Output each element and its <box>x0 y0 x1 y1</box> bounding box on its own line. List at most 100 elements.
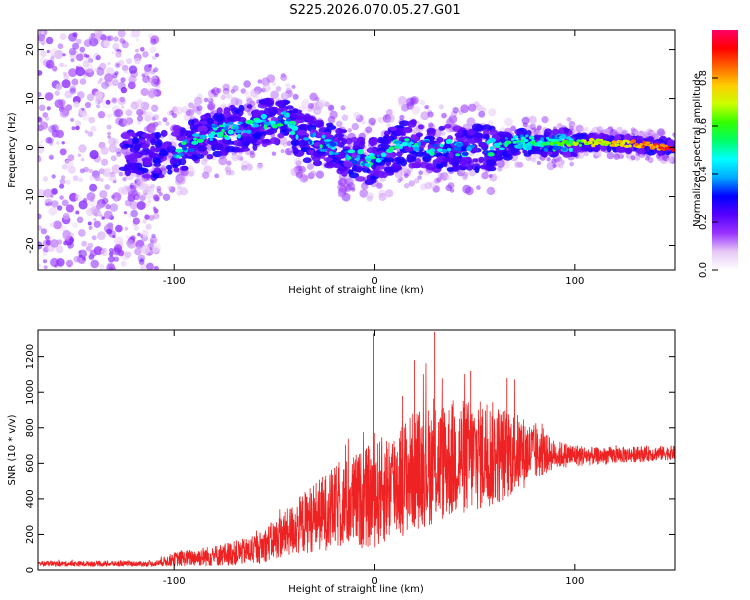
spectrogram-peak-blob <box>270 124 278 127</box>
spectrogram-noise-blob <box>127 81 136 90</box>
spectrogram-halo-blob <box>488 174 493 178</box>
spectrogram-band-blob <box>544 128 553 136</box>
spectrogram-peak-blob <box>193 137 198 141</box>
spectrogram-noise-blob <box>111 97 118 104</box>
spectrogram-peak-blob <box>366 157 372 162</box>
spectrogram-peak-blob <box>431 148 435 152</box>
spectrogram-band-blob <box>122 143 134 148</box>
spectrogram-peak-blob <box>407 142 412 148</box>
spectrogram-noise-blob <box>152 246 160 253</box>
spectrogram-noise-blob <box>105 99 111 105</box>
spectrogram-noise-blob <box>63 64 68 68</box>
spectrogram-noise-blob <box>88 116 95 124</box>
spectrogram-noise-blob <box>113 244 123 253</box>
spectrogram-noise-blob <box>72 32 78 38</box>
spectrogram-noise-blob <box>113 36 119 42</box>
spectrogram-halo-blob <box>463 171 469 177</box>
spectrogram-noise-blob <box>135 37 140 42</box>
spectrogram-tail-blob <box>670 148 675 152</box>
spectrogram-band-blob <box>457 129 463 136</box>
spectrogram-noise-blob <box>88 198 96 207</box>
x-tick-label: 0 <box>371 576 377 587</box>
spectrogram-noise-blob <box>108 137 117 146</box>
spectrogram-noise-blob <box>75 210 80 215</box>
spectrogram-noise-blob <box>76 216 84 224</box>
spectrogram-peak-blob <box>228 121 234 125</box>
spectrogram-band-blob <box>402 126 413 134</box>
spectrogram-band-blob <box>244 140 250 147</box>
spectrogram-noise-blob <box>78 177 84 183</box>
spectrogram-noise-blob <box>38 91 42 97</box>
spectrogram-halo-blob <box>408 180 415 187</box>
spectrogram-halo-blob <box>436 177 442 183</box>
spectrogram-band-blob <box>635 147 646 155</box>
spectrogram-noise-blob <box>45 36 54 45</box>
spectrogram-peak-blob <box>493 142 500 147</box>
spectrogram-noise-blob <box>135 100 144 108</box>
spectrogram-noise-blob <box>63 71 67 76</box>
spectrogram-band-blob <box>375 165 385 170</box>
spectrogram-halo-blob <box>177 175 186 185</box>
spectrogram-band-blob <box>615 146 625 153</box>
spectrogram-noise-blob <box>111 79 119 87</box>
spectrogram-noise-blob <box>153 67 159 73</box>
spectrogram-peak-blob <box>411 139 415 143</box>
spectrogram-noise-blob <box>108 255 115 263</box>
spectrogram-peak-blob <box>568 147 573 152</box>
spectrogram-halo-blob <box>309 170 317 177</box>
spectrogram-halo-blob <box>400 165 409 173</box>
spectrogram-noise-blob <box>135 48 139 53</box>
spectrogram-band-blob <box>313 142 321 147</box>
spectrogram-halo-blob <box>385 189 394 198</box>
spectrogram-halo-blob <box>577 152 585 159</box>
spectrogram-noise-blob <box>121 105 125 109</box>
y-tick-label: 1000 <box>25 379 36 404</box>
spectrogram-halo-blob <box>441 112 447 119</box>
spectrogram-noise-blob <box>142 190 146 194</box>
y-tick-label: -10 <box>25 188 36 204</box>
spectrogram-halo-blob <box>282 92 289 99</box>
spectrogram-noise-blob <box>67 241 74 249</box>
spectrogram-halo-blob <box>488 108 497 117</box>
spectrogram-peak-blob <box>263 124 268 130</box>
spectrogram-noise-blob <box>94 90 104 100</box>
spectrogram-noise-blob <box>93 67 98 72</box>
spectrogram-noise-blob <box>109 203 119 212</box>
spectrogram-band-blob <box>399 120 410 127</box>
spectrogram-noise-blob <box>68 68 78 78</box>
spectrogram-noise-blob <box>62 231 71 240</box>
spectrogram-noise-blob <box>73 101 80 108</box>
spectrogram-band-blob <box>366 147 377 154</box>
spectrogram-peak-blob <box>227 129 234 135</box>
spectrogram-halo-blob <box>486 188 493 195</box>
spectrogram-band-blob <box>154 141 163 148</box>
spectrogram-peak-blob <box>401 141 409 147</box>
spectrogram-noise-blob <box>99 213 103 218</box>
spectrogram-band-blob <box>652 139 661 145</box>
spectrogram-peak-blob <box>552 145 561 151</box>
spectrogram-noise-blob <box>38 104 46 112</box>
spectrogram-halo-blob <box>365 126 373 134</box>
spectrogram-noise-blob <box>59 148 67 156</box>
spectrogram-noise-blob <box>62 53 66 57</box>
spectrogram-noise-blob <box>62 212 70 220</box>
spectrogram-band-blob <box>206 154 214 160</box>
spectrogram-noise-blob <box>150 38 157 46</box>
spectrogram-band-blob <box>172 125 182 132</box>
spectrogram-noise-blob <box>113 110 121 118</box>
spectrogram-band-blob <box>432 152 444 157</box>
spectrogram-noise-blob <box>77 153 82 157</box>
spectrogram-noise-blob <box>87 242 94 249</box>
spectrogram-noise-blob <box>77 91 85 99</box>
spectrogram-tail-blob <box>589 137 595 142</box>
spectrogram-noise-blob <box>145 223 152 230</box>
spectrogram-noise-blob <box>92 208 101 217</box>
spectrogram-tail-blob <box>523 139 529 143</box>
spectrogram-peak-blob <box>376 154 380 158</box>
spectrogram-halo-blob <box>187 102 194 109</box>
spectrogram-halo-blob <box>126 110 132 116</box>
spectrogram-noise-blob <box>97 111 106 119</box>
spectrogram-peak-blob <box>424 139 430 143</box>
spectrogram-band-blob <box>442 157 453 162</box>
spectrogram-noise-blob <box>154 53 160 58</box>
